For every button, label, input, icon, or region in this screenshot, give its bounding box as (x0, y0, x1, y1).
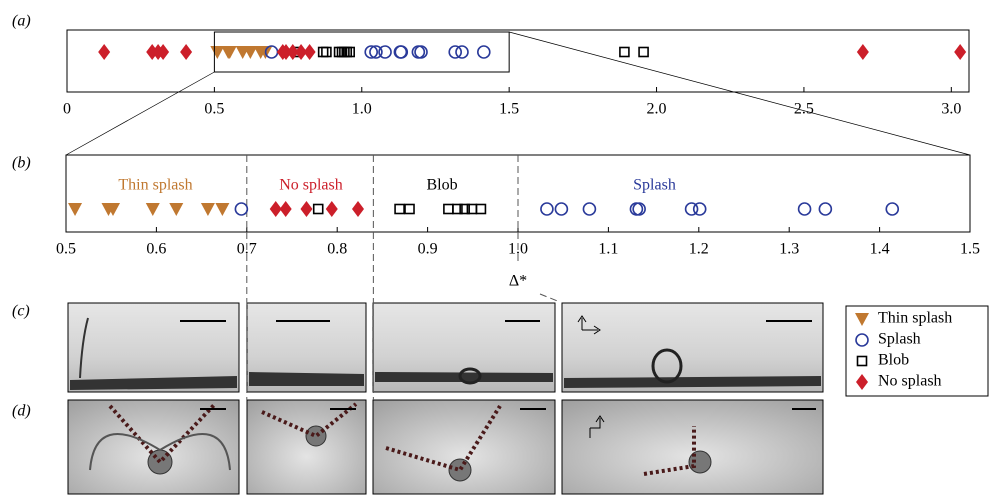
drop (449, 459, 471, 481)
marker (886, 203, 898, 215)
marker (169, 203, 183, 216)
marker (639, 48, 648, 57)
zoom-line (509, 32, 970, 155)
marker (412, 46, 424, 58)
marker (444, 205, 453, 214)
x-tick-label: 0.8 (327, 241, 347, 258)
marker (857, 44, 869, 60)
marker (620, 48, 629, 57)
jet (249, 372, 364, 386)
threshold-line (540, 294, 560, 302)
legend-label: Splash (878, 331, 921, 348)
x-tick-label: 0.9 (418, 241, 438, 258)
x-tick-label: 2.0 (647, 101, 667, 118)
marker (322, 48, 331, 57)
marker (352, 201, 364, 217)
marker (405, 205, 414, 214)
marker (819, 203, 831, 215)
marker (215, 203, 229, 216)
panel-label: (d) (12, 403, 31, 420)
zoom-line (66, 72, 214, 155)
marker (395, 46, 407, 58)
marker (314, 205, 323, 214)
x-tick-label: 1.0 (352, 101, 372, 118)
marker (180, 44, 192, 60)
region-label: No splash (279, 177, 343, 194)
marker (476, 205, 485, 214)
marker (146, 203, 160, 216)
marker (630, 203, 642, 215)
legend-label: Blob (878, 352, 909, 369)
x-axis-label: Δ* (509, 273, 527, 290)
region-label: Thin splash (118, 177, 192, 194)
photo (247, 400, 366, 494)
marker (478, 46, 490, 58)
marker (300, 201, 312, 217)
marker (541, 203, 553, 215)
marker (395, 205, 404, 214)
marker (98, 44, 110, 60)
panel-label: (c) (12, 303, 30, 320)
jet (564, 376, 821, 388)
photos-c (68, 303, 823, 392)
x-tick-label: 1.4 (870, 241, 890, 258)
x-tick-label: 1.3 (779, 241, 799, 258)
panel-label: (b) (12, 155, 31, 172)
x-tick-label: 0.5 (56, 241, 76, 258)
x-tick-label: 0.5 (204, 101, 224, 118)
marker (235, 203, 247, 215)
marker (340, 48, 349, 57)
x-tick-label: 3.0 (941, 101, 961, 118)
marker (633, 203, 645, 215)
marker (415, 46, 427, 58)
marker (319, 48, 328, 57)
x-tick-label: 0.6 (146, 241, 166, 258)
photos-d (68, 400, 823, 494)
marker (68, 203, 82, 216)
plot-frame (67, 30, 969, 92)
region-label: Blob (427, 177, 458, 194)
marker (210, 46, 224, 59)
legend-label: No splash (878, 373, 942, 390)
marker (326, 201, 338, 217)
panel-label: (a) (12, 13, 31, 30)
marker (280, 201, 292, 217)
marker (555, 203, 567, 215)
legend-label: Thin splash (878, 310, 952, 327)
marker (379, 46, 391, 58)
marker (954, 44, 966, 60)
x-tick-label: 1.5 (499, 101, 519, 118)
x-tick-label: 1.2 (689, 241, 709, 258)
figure: (a) (b) (c) (d) (0, 0, 995, 496)
marker (201, 203, 215, 216)
x-tick-label: 2.5 (794, 101, 814, 118)
photo (562, 400, 823, 494)
x-tick-label: 1.5 (960, 241, 980, 258)
marker (694, 203, 706, 215)
marker (583, 203, 595, 215)
marker (304, 44, 316, 60)
x-tick-label: 0 (63, 101, 71, 118)
x-tick-label: 1.1 (598, 241, 618, 258)
marker (799, 203, 811, 215)
region-label: Splash (633, 177, 676, 194)
